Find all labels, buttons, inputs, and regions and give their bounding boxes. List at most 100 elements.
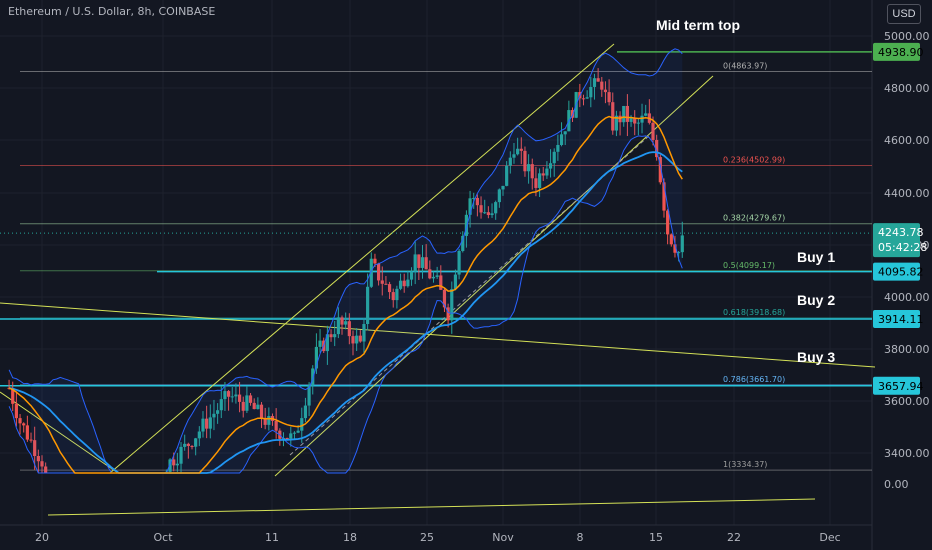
candle-body-114: [424, 257, 428, 270]
candle-body-150: [556, 144, 560, 152]
candle-body-167: [618, 115, 622, 123]
candle-body-46: [175, 463, 179, 466]
candle-body-9: [40, 461, 44, 467]
candle-body-49: [186, 443, 190, 447]
price-label-box-1: [873, 262, 920, 281]
candle-body-131: [486, 212, 490, 216]
candle-body-70: [263, 418, 267, 425]
annotation-1: Buy 1: [797, 249, 835, 265]
candle-body-5: [25, 425, 29, 440]
currency-button[interactable]: USD: [887, 4, 921, 24]
fib-label-6: 1(3334.37): [723, 460, 767, 469]
candle-body-10: [44, 466, 48, 473]
candle-body-107: [398, 280, 403, 289]
x-tick-0: 20: [35, 531, 49, 544]
candle-body-87: [325, 334, 329, 352]
candle-body-139: [516, 148, 520, 155]
candle-body-65: [245, 395, 249, 411]
candle-body-148: [548, 163, 553, 169]
fib-label-4: 0.618(3918.68): [723, 308, 785, 317]
candle-body-163: [603, 89, 608, 93]
candle-body-161: [596, 78, 600, 82]
candle-body-125: [464, 214, 469, 236]
candle-body-146: [541, 173, 545, 176]
candle-body-6: [29, 439, 33, 441]
candle-body-115: [428, 269, 432, 279]
fib-label-0: 0(4863.97): [723, 61, 767, 70]
candle-body-137: [508, 157, 512, 166]
candle-body-102: [380, 280, 384, 284]
candle-body-113: [420, 257, 425, 268]
chart-labels: 0(4863.97) 0.236(4502.99) 0.382(4279.67) 0.…: [656, 17, 835, 469]
candle-body-1: [11, 388, 15, 404]
candle-body-97: [362, 324, 366, 342]
candle-body-60: [226, 391, 231, 397]
candle-body-165: [611, 102, 615, 131]
candle-body-183: [677, 252, 681, 254]
candle-body-67: [252, 402, 256, 410]
fib-label-5: 0.786(3661.70): [723, 375, 785, 384]
candle-body-48: [183, 443, 187, 447]
candle-body-122: [453, 274, 458, 290]
last-price-label: 4243.78: [878, 226, 924, 239]
annotation-3: Buy 3: [797, 349, 835, 365]
candle-body-176: [651, 122, 655, 140]
y-tick-3: 4400.00: [884, 187, 930, 200]
candle-body-121: [450, 289, 454, 321]
price-axis[interactable]: 5000.004800.004600.004400.004200.004000.…: [873, 30, 930, 491]
candle-body-4: [22, 423, 26, 426]
candle-body-106: [395, 288, 399, 301]
last-price-box: [873, 223, 920, 258]
annotation-2: Buy 2: [797, 292, 835, 308]
candle-body-136: [505, 165, 509, 186]
candle-body-73: [274, 420, 278, 431]
candle-body-81: [303, 405, 308, 419]
candle-body-93: [347, 321, 351, 337]
candle-body-147: [545, 168, 549, 176]
candle-body-98: [366, 286, 370, 325]
candle-body-8: [36, 455, 40, 462]
candle-body-56: [212, 413, 216, 418]
candle-body-174: [644, 113, 648, 116]
candle-body-64: [241, 401, 245, 411]
x-tick-7: 15: [649, 531, 663, 544]
candle-body-80: [300, 418, 304, 431]
candle-body-133: [494, 202, 498, 214]
candle-body-63: [237, 394, 242, 402]
candle-body-164: [607, 92, 611, 103]
price-label-0: 4938.90: [878, 46, 924, 59]
candle-body-94: [351, 336, 355, 344]
time-axis[interactable]: 20 Oct 11 18 25 Nov 8 15 22 Dec: [35, 531, 841, 544]
candle-body-145: [537, 173, 542, 188]
fib-label-3: 0.5(4099.17): [723, 261, 775, 270]
channel-lower: [274, 75, 714, 477]
candle-body-143: [530, 164, 534, 179]
candle-body-108: [402, 280, 406, 287]
candle-body-111: [413, 254, 417, 272]
candle-body-129: [479, 205, 483, 213]
candle-body-162: [600, 81, 604, 90]
candle-body-128: [475, 197, 479, 206]
x-tick-2: 11: [265, 531, 279, 544]
candle-body-89: [333, 334, 337, 338]
chart-overlays: [0, 43, 876, 516]
candle-body-79: [296, 430, 300, 433]
candle-body-116: [431, 276, 436, 279]
candle-body-178: [658, 157, 662, 183]
y-tick-5: 4000.00: [884, 291, 930, 304]
candle-body-51: [194, 438, 198, 447]
candle-body-152: [563, 131, 567, 135]
candle-body-76: [285, 438, 289, 440]
candle-body-83: [311, 368, 315, 386]
candle-body-180: [666, 210, 670, 235]
descending-trendline: [0, 302, 876, 368]
candle-body-104: [387, 284, 392, 293]
candle-body-96: [358, 335, 362, 342]
y-tick-7: 3600.00: [884, 395, 930, 408]
long-support-line: [47, 498, 816, 516]
candle-body-82: [307, 385, 311, 406]
candle-body-44: [168, 459, 172, 472]
candle-body-179: [662, 182, 666, 211]
candle-body-130: [483, 212, 487, 214]
